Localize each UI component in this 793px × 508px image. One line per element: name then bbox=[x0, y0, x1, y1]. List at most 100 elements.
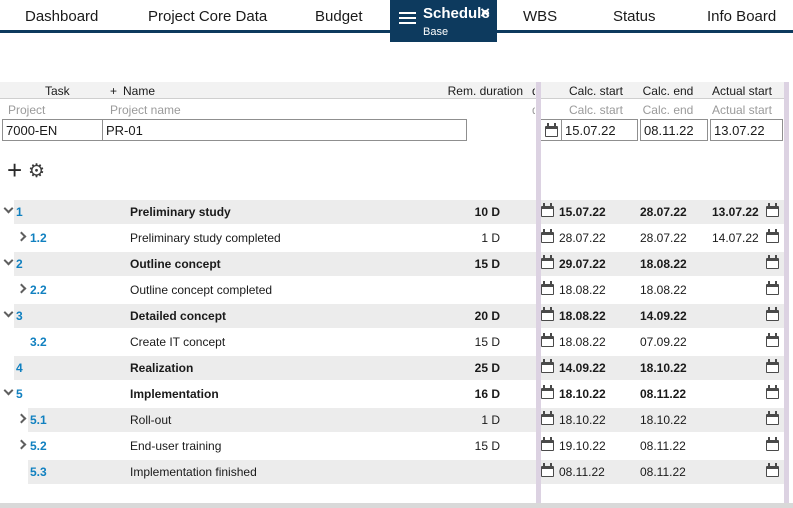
table-row[interactable]: 5.3 Implementation finished 08.11.22 08.… bbox=[0, 459, 789, 485]
calendar-icon bbox=[545, 123, 558, 137]
row-background bbox=[14, 304, 784, 328]
expand-chevron-icon[interactable] bbox=[16, 413, 27, 424]
table-row[interactable]: 5.2 End-user training 15 D 19.10.22 08.1… bbox=[0, 433, 789, 459]
gear-icon[interactable]: ⚙ bbox=[28, 161, 46, 182]
col-header-calc-end[interactable]: Calc. end bbox=[642, 84, 694, 98]
task-calc-start: 14.09.22 bbox=[559, 361, 606, 375]
calendar-icon[interactable] bbox=[541, 307, 554, 321]
col-header-actual-start[interactable]: Actual start bbox=[711, 84, 773, 98]
tab-dashboard[interactable]: Dashboard bbox=[25, 8, 99, 25]
project-name-input[interactable] bbox=[102, 119, 467, 141]
table-row[interactable]: 4 Realization 25 D 14.09.22 18.10.22 bbox=[0, 355, 789, 381]
calendar-icon[interactable] bbox=[766, 203, 779, 217]
task-calc-start: 15.07.22 bbox=[559, 205, 606, 219]
task-number-link[interactable]: 1 bbox=[16, 205, 23, 219]
col-header-name[interactable]: Name bbox=[123, 84, 156, 98]
calendar-icon[interactable] bbox=[541, 229, 554, 243]
expand-chevron-icon[interactable] bbox=[3, 307, 14, 318]
col-header-task[interactable]: Task bbox=[45, 84, 70, 98]
calendar-icon[interactable] bbox=[541, 411, 554, 425]
task-rem-duration: 25 D bbox=[474, 361, 500, 375]
table-row[interactable]: 5 Implementation 16 D 18.10.22 08.11.22 bbox=[0, 381, 789, 407]
expand-chevron-icon[interactable] bbox=[3, 255, 14, 266]
table-row[interactable]: 5.1 Roll-out 1 D 18.10.22 18.10.22 bbox=[0, 407, 789, 433]
calendar-picker-button[interactable] bbox=[540, 119, 562, 141]
task-calc-end: 18.08.22 bbox=[640, 257, 687, 271]
task-name: Preliminary study bbox=[130, 205, 231, 219]
col-header-rem-duration[interactable]: Rem. duration bbox=[447, 84, 523, 98]
task-calc-start: 18.08.22 bbox=[559, 309, 606, 323]
close-tab-icon[interactable]: × bbox=[480, 3, 490, 22]
task-name: Implementation finished bbox=[130, 465, 257, 479]
table-row[interactable]: 2 Outline concept 15 D 29.07.22 18.08.22 bbox=[0, 251, 789, 277]
calendar-icon[interactable] bbox=[766, 333, 779, 347]
table-row[interactable]: 3.2 Create IT concept 15 D 18.08.22 07.0… bbox=[0, 329, 789, 355]
freeze-split-line-left[interactable] bbox=[536, 82, 541, 503]
calendar-icon[interactable] bbox=[541, 333, 554, 347]
tab-info-board[interactable]: Info Board bbox=[707, 8, 777, 25]
task-number-link[interactable]: 5.1 bbox=[30, 413, 47, 427]
task-name: End-user training bbox=[130, 439, 222, 453]
task-number-link[interactable]: 3.2 bbox=[30, 335, 47, 349]
task-rem-duration: 10 D bbox=[474, 205, 500, 219]
table-header-row bbox=[0, 82, 789, 99]
task-number-link[interactable]: 3 bbox=[16, 309, 23, 323]
project-id-input[interactable] bbox=[2, 119, 103, 141]
calendar-icon[interactable] bbox=[541, 281, 554, 295]
expand-chevron-icon[interactable] bbox=[16, 231, 27, 242]
hamburger-menu-icon[interactable] bbox=[399, 12, 416, 24]
calc-start-input[interactable] bbox=[561, 119, 638, 141]
tab-project-core-data[interactable]: Project Core Data bbox=[148, 8, 268, 25]
tab-wbs[interactable]: WBS bbox=[523, 8, 558, 25]
freeze-split-line-right[interactable] bbox=[784, 82, 789, 503]
calendar-icon[interactable] bbox=[541, 359, 554, 373]
table-row[interactable]: 3 Detailed concept 20 D 18.08.22 14.09.2… bbox=[0, 303, 789, 329]
calendar-icon[interactable] bbox=[766, 281, 779, 295]
expand-chevron-icon[interactable] bbox=[3, 385, 14, 396]
calc-end-input[interactable] bbox=[640, 119, 708, 141]
task-calc-start: 29.07.22 bbox=[559, 257, 606, 271]
calendar-icon[interactable] bbox=[766, 411, 779, 425]
task-number-link[interactable]: 1.2 bbox=[30, 231, 47, 245]
actual-start-input[interactable] bbox=[710, 119, 783, 141]
calendar-icon[interactable] bbox=[766, 437, 779, 451]
task-number-link[interactable]: 2.2 bbox=[30, 283, 47, 297]
task-calc-end: 18.10.22 bbox=[640, 361, 687, 375]
task-calc-end: 18.08.22 bbox=[640, 283, 687, 297]
table-row[interactable]: 1 Preliminary study 10 D 15.07.22 28.07.… bbox=[0, 199, 789, 225]
calendar-icon[interactable] bbox=[766, 385, 779, 399]
col-header-name-plus-icon[interactable]: + bbox=[110, 84, 118, 98]
task-calc-end: 14.09.22 bbox=[640, 309, 687, 323]
task-calc-start: 18.08.22 bbox=[559, 283, 606, 297]
task-number-link[interactable]: 2 bbox=[16, 257, 23, 271]
horizontal-scrollbar[interactable] bbox=[0, 503, 793, 508]
task-number-link[interactable]: 4 bbox=[16, 361, 23, 375]
task-number-link[interactable]: 5.2 bbox=[30, 439, 47, 453]
expand-chevron-icon[interactable] bbox=[3, 203, 14, 214]
calendar-icon[interactable] bbox=[766, 307, 779, 321]
task-number-link[interactable]: 5.3 bbox=[30, 465, 47, 479]
tab-status[interactable]: Status bbox=[613, 8, 656, 25]
tab-budget[interactable]: Budget bbox=[315, 8, 363, 25]
tab-schedule-active[interactable]: Schedule × Base bbox=[390, 0, 497, 42]
calendar-icon[interactable] bbox=[766, 229, 779, 243]
table-row[interactable]: 2.2 Outline concept completed 18.08.22 1… bbox=[0, 277, 789, 303]
calendar-icon[interactable] bbox=[541, 463, 554, 477]
task-name: Preliminary study completed bbox=[130, 231, 281, 245]
task-name: Implementation bbox=[130, 387, 219, 401]
calendar-icon[interactable] bbox=[766, 359, 779, 373]
expand-chevron-icon[interactable] bbox=[16, 283, 27, 294]
task-calc-end: 07.09.22 bbox=[640, 335, 687, 349]
add-task-button[interactable]: + bbox=[7, 155, 23, 185]
task-number-link[interactable]: 5 bbox=[16, 387, 23, 401]
col-header-calc-start[interactable]: Calc. start bbox=[568, 84, 623, 98]
calendar-icon[interactable] bbox=[541, 203, 554, 217]
task-calc-end: 08.11.22 bbox=[640, 439, 686, 453]
calendar-icon[interactable] bbox=[541, 437, 554, 451]
calendar-icon[interactable] bbox=[541, 385, 554, 399]
calendar-icon[interactable] bbox=[541, 255, 554, 269]
expand-chevron-icon[interactable] bbox=[16, 439, 27, 450]
calendar-icon[interactable] bbox=[766, 463, 779, 477]
table-row[interactable]: 1.2 Preliminary study completed 1 D 28.0… bbox=[0, 225, 789, 251]
calendar-icon[interactable] bbox=[766, 255, 779, 269]
